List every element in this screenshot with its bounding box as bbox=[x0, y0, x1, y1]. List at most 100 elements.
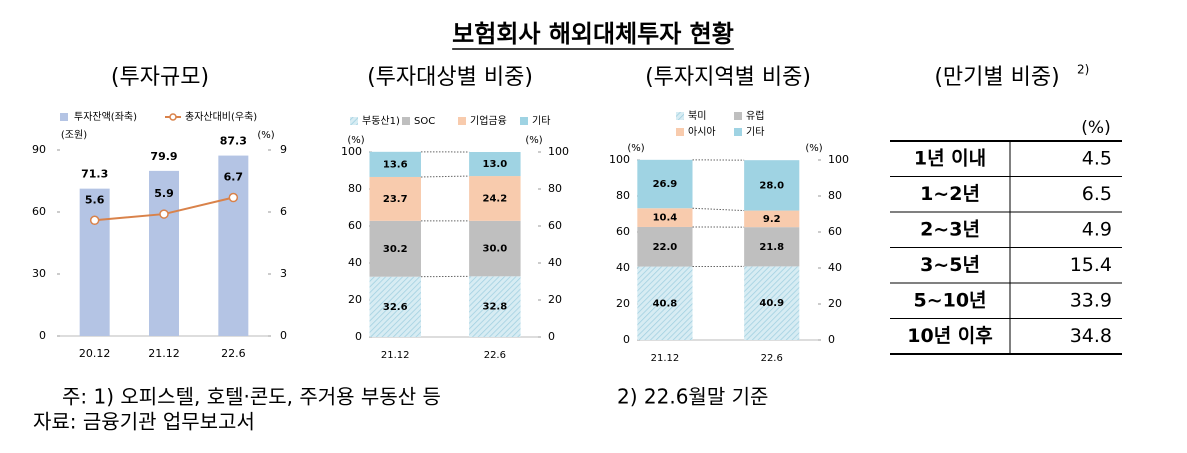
y2-tick-label: 100 bbox=[828, 153, 849, 166]
bar bbox=[149, 170, 179, 336]
bar-segment bbox=[637, 208, 693, 227]
y2-axis-label: (%) bbox=[805, 143, 822, 154]
legend-label: 총자산대비(우축) bbox=[185, 111, 257, 123]
x-tick-label: 22.6 bbox=[484, 350, 506, 361]
bar-segment bbox=[469, 276, 521, 337]
table-title: (만기별 비중) bbox=[934, 65, 1059, 90]
bar-segment bbox=[469, 152, 521, 177]
data-label: 32.8 bbox=[482, 302, 507, 313]
x-tick-label: 22.6 bbox=[761, 353, 783, 364]
bar-segment bbox=[369, 151, 421, 177]
y2-tick-label: 9 bbox=[280, 143, 287, 156]
legend-swatch bbox=[169, 113, 177, 121]
y2-tick-label: 20 bbox=[548, 293, 562, 306]
legend-swatch bbox=[520, 117, 528, 125]
y2-tick-label: 60 bbox=[828, 225, 842, 238]
x-tick-label: 21.12 bbox=[148, 347, 180, 360]
y2-tick-label: 0 bbox=[280, 329, 287, 342]
page-title: 보험회사 해외대체투자 현황 bbox=[452, 20, 734, 48]
bar bbox=[79, 188, 110, 336]
y2-tick-label: 0 bbox=[828, 333, 835, 346]
footnote: 주: 1) 오피스텔, 호텔·콘도, 주거용 부동산 등 bbox=[62, 385, 441, 409]
bar-segment bbox=[637, 266, 693, 340]
data-label: 22.0 bbox=[653, 242, 678, 253]
data-label: 28.0 bbox=[759, 180, 784, 191]
line-point bbox=[89, 215, 100, 226]
y-tick-label: 0 bbox=[355, 330, 362, 343]
y-tick-label: 0 bbox=[623, 333, 630, 346]
data-label: 40.8 bbox=[653, 298, 678, 309]
table-cell: 33.9 bbox=[1070, 289, 1112, 311]
y-tick-label: 40 bbox=[348, 256, 362, 269]
y2-axis-label: (%) bbox=[525, 135, 542, 146]
chart-title: (투자대상별 비중) bbox=[367, 65, 533, 90]
table-cell: 15.4 bbox=[1070, 254, 1112, 276]
legend-swatch bbox=[402, 117, 410, 125]
data-label: 87.3 bbox=[220, 135, 247, 148]
y2-axis-label: (%) bbox=[257, 130, 274, 141]
legend-label: 유럽 bbox=[746, 110, 764, 122]
bar-segment bbox=[744, 160, 800, 211]
data-label: 30.2 bbox=[383, 244, 408, 255]
line-point bbox=[228, 192, 239, 203]
data-label: 13.0 bbox=[482, 159, 507, 170]
connector bbox=[420, 175, 470, 178]
y2-tick-label: 6 bbox=[280, 205, 287, 218]
data-label: 24.2 bbox=[482, 193, 507, 204]
bar-segment bbox=[469, 176, 521, 221]
y-tick-label: 20 bbox=[348, 293, 362, 306]
x-tick-label: 20.12 bbox=[79, 347, 111, 360]
table-cell: 1년 이내 bbox=[914, 147, 986, 169]
data-label: 26.9 bbox=[653, 179, 678, 190]
legend-label: 부동산1) bbox=[362, 115, 400, 127]
table-cell: 1~2년 bbox=[920, 183, 980, 205]
y-tick-label: 20 bbox=[616, 297, 630, 310]
x-tick-label: 22.6 bbox=[221, 347, 246, 360]
legend-label: 기타 bbox=[746, 126, 764, 138]
bar-segment bbox=[369, 176, 421, 221]
legend-label: 기타 bbox=[532, 115, 550, 127]
bar bbox=[218, 155, 249, 336]
y-tick-label: 30 bbox=[32, 267, 46, 280]
legend-label: 투자잔액(좌축) bbox=[74, 111, 137, 123]
data-label: 79.9 bbox=[150, 150, 177, 163]
y2-tick-label: 100 bbox=[548, 145, 569, 158]
table-cell: 34.8 bbox=[1070, 325, 1112, 347]
y-tick-label: 100 bbox=[609, 153, 630, 166]
bar-segment bbox=[469, 220, 521, 277]
legend-label: 기업금융 bbox=[470, 114, 507, 127]
bar-segment bbox=[369, 220, 421, 277]
data-label: 5.9 bbox=[154, 187, 174, 200]
chart-title: (투자규모) bbox=[111, 65, 209, 90]
table-cell: 3~5년 bbox=[920, 254, 980, 276]
data-label: 32.6 bbox=[383, 302, 408, 313]
data-label: 71.3 bbox=[81, 168, 108, 181]
y2-tick-label: 0 bbox=[548, 330, 555, 343]
y-tick-label: 60 bbox=[32, 205, 46, 218]
bar-segment bbox=[369, 276, 421, 337]
table-cell: 4.5 bbox=[1082, 147, 1112, 169]
y-tick-label: 0 bbox=[39, 329, 46, 342]
x-tick-label: 21.12 bbox=[381, 350, 410, 361]
table-title-note: 2) bbox=[1077, 63, 1089, 77]
y-tick-label: 60 bbox=[348, 219, 362, 232]
legend-swatch bbox=[734, 112, 742, 120]
data-label: 13.6 bbox=[383, 159, 408, 170]
legend-swatch bbox=[734, 128, 742, 136]
y-tick-label: 80 bbox=[348, 182, 362, 195]
y-axis-label: (%) bbox=[347, 135, 364, 146]
data-label: 6.7 bbox=[224, 171, 244, 184]
data-label: 21.8 bbox=[759, 242, 784, 253]
bar-segment bbox=[637, 159, 693, 209]
connector bbox=[692, 207, 745, 212]
legend-label: 아시아 bbox=[688, 126, 716, 138]
data-label: 40.9 bbox=[759, 298, 784, 309]
y2-tick-label: 80 bbox=[548, 182, 562, 195]
legend-swatch bbox=[676, 128, 684, 136]
y2-tick-label: 40 bbox=[548, 256, 562, 269]
legend-label: 북미 bbox=[688, 110, 706, 122]
legend-swatch bbox=[350, 117, 358, 125]
y-axis-label: (%) bbox=[627, 143, 644, 154]
source: 자료: 금융기관 업무보고서 bbox=[33, 410, 255, 434]
